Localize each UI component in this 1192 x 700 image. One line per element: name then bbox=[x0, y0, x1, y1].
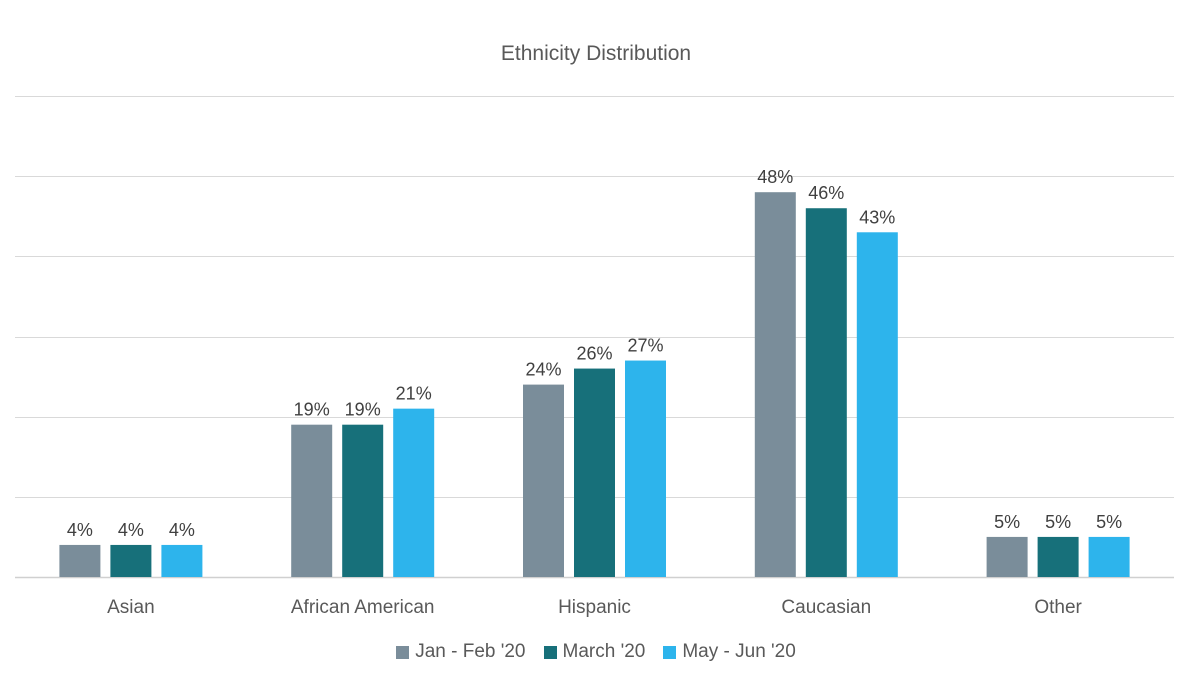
legend-label: Jan - Feb '20 bbox=[415, 641, 526, 662]
data-label: 46% bbox=[808, 183, 844, 203]
chart-legend: Jan - Feb '20 March '20 May - Jun '20 bbox=[0, 641, 1192, 663]
bar-african-american-series-1 bbox=[291, 424, 333, 577]
legend-swatch bbox=[663, 645, 677, 659]
data-label: 21% bbox=[396, 384, 432, 404]
data-label: 19% bbox=[345, 400, 381, 420]
x-tick-label: Hispanic bbox=[558, 597, 631, 618]
data-label: 19% bbox=[294, 400, 330, 420]
chart-title: Ethnicity Distribution bbox=[500, 42, 692, 65]
legend-swatch bbox=[396, 645, 410, 659]
data-label: 4% bbox=[67, 520, 93, 540]
data-label: 5% bbox=[1096, 512, 1122, 532]
bar-caucasian-series-3 bbox=[856, 232, 898, 578]
x-tick-label: Asian bbox=[107, 597, 155, 618]
bar-asian-series-2 bbox=[110, 544, 152, 577]
x-tick-label: African American bbox=[291, 597, 435, 618]
x-tick-label: Other bbox=[1034, 597, 1082, 618]
bar-caucasian-series-1 bbox=[754, 192, 796, 577]
bar-asian-series-1 bbox=[59, 544, 101, 577]
data-label: 43% bbox=[859, 207, 895, 227]
x-tick-label: Caucasian bbox=[781, 597, 871, 618]
bar-caucasian-series-2 bbox=[805, 208, 847, 577]
bar-other-series-1 bbox=[986, 536, 1028, 577]
bar-african-american-series-2 bbox=[342, 424, 384, 577]
legend-label: March '20 bbox=[562, 641, 646, 662]
legend-item: March '20 bbox=[543, 641, 646, 663]
data-label: 5% bbox=[1045, 512, 1071, 532]
bar-asian-series-3 bbox=[161, 544, 203, 577]
data-label: 48% bbox=[757, 167, 793, 187]
data-label: 4% bbox=[169, 520, 195, 540]
data-label: 26% bbox=[576, 344, 612, 364]
legend-item: Jan - Feb '20 bbox=[396, 641, 526, 663]
bar-other-series-2 bbox=[1037, 536, 1079, 577]
data-label: 24% bbox=[525, 360, 561, 380]
bar-hispanic-series-3 bbox=[625, 360, 666, 577]
bar-hispanic-series-1 bbox=[523, 384, 564, 577]
bar-african-american-series-3 bbox=[393, 408, 435, 577]
legend-item: May - Jun '20 bbox=[663, 641, 796, 663]
bar-hispanic-series-2 bbox=[574, 368, 615, 577]
legend-swatch bbox=[543, 645, 557, 659]
data-label: 27% bbox=[627, 336, 663, 356]
legend-label: May - Jun '20 bbox=[682, 641, 796, 662]
bar-other-series-3 bbox=[1088, 536, 1130, 577]
data-label: 5% bbox=[994, 512, 1020, 532]
data-label: 4% bbox=[118, 520, 144, 540]
